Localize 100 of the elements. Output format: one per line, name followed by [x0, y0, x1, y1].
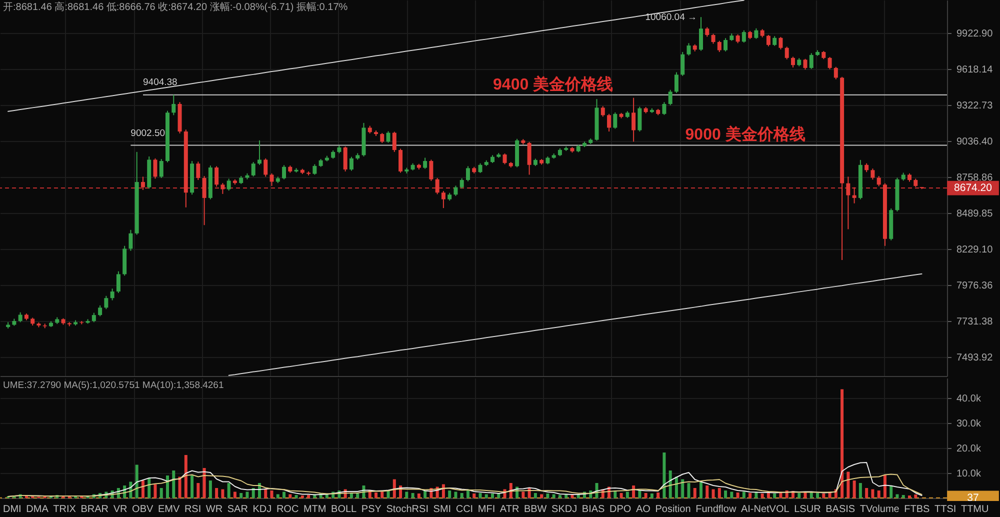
candlestick [686, 42, 691, 56]
candlestick [699, 16, 704, 52]
text: DPO [610, 504, 632, 514]
text: VR [113, 504, 128, 514]
text: ATR [500, 504, 520, 514]
y-tick-label: 7493.92 [956, 352, 994, 364]
bar [196, 483, 200, 498]
y-tick-label: 8489.85 [956, 208, 994, 220]
candlestick [116, 270, 120, 294]
bar [448, 490, 452, 498]
candlestick [662, 102, 666, 116]
bar [478, 493, 482, 498]
text: BIAS [582, 504, 605, 514]
candlestick [104, 295, 108, 310]
text: DMA [26, 504, 48, 514]
candlestick [392, 131, 396, 152]
text: RSI [184, 504, 202, 514]
y-tick-label: 9618.14 [956, 64, 994, 76]
candlestick [668, 89, 672, 106]
candlestick [870, 168, 875, 180]
bar [736, 492, 740, 498]
bar [620, 493, 623, 498]
candlestick [754, 28, 758, 40]
candlestick [172, 94, 176, 116]
bar [858, 483, 862, 498]
text: MFI [478, 504, 496, 514]
ref-line-label: 9404.38 [142, 76, 178, 88]
bar [417, 494, 420, 498]
bar [172, 470, 176, 498]
text: BOLL [331, 504, 357, 514]
bar [141, 480, 144, 498]
text: PSY [361, 504, 382, 514]
candlestick [876, 176, 881, 187]
text: TTSI [934, 504, 956, 514]
bar [184, 455, 188, 498]
bar [902, 495, 905, 498]
candlestick [766, 34, 770, 47]
bar [760, 494, 764, 498]
candlestick [613, 112, 618, 130]
candlestick [380, 132, 384, 144]
text: BASIS [826, 504, 856, 514]
candlestick [202, 176, 206, 226]
candlestick [711, 33, 716, 44]
bar [883, 475, 886, 498]
bar [896, 494, 899, 498]
bar [356, 494, 360, 498]
bar [135, 464, 138, 498]
line-series [8, 474, 922, 497]
bar [558, 495, 562, 498]
bar [546, 494, 550, 498]
y-tick-label: 7976.36 [956, 280, 994, 292]
candlestick [343, 146, 348, 172]
y-tick-label: 9922.90 [956, 28, 994, 40]
bar [491, 494, 494, 498]
bar [638, 490, 642, 498]
bar [693, 488, 696, 498]
bar [522, 492, 525, 498]
candlestick [674, 72, 678, 94]
y-tick-label: 9322.73 [956, 100, 994, 112]
bar [454, 492, 458, 498]
candlestick [98, 304, 102, 317]
candlestick [257, 140, 262, 166]
candlestick [607, 113, 612, 132]
bar [748, 493, 752, 498]
bar [890, 486, 893, 498]
bar [246, 492, 249, 498]
bar [392, 479, 396, 498]
candlestick [724, 38, 728, 52]
text: OBV [132, 504, 154, 514]
bar [871, 489, 874, 498]
bar [681, 479, 684, 498]
bar [221, 489, 224, 498]
candlestick [638, 106, 642, 132]
candlestick [828, 56, 832, 70]
candlestick [834, 66, 838, 80]
bar [166, 476, 170, 498]
bar [718, 488, 721, 498]
bar [798, 493, 801, 498]
bar [380, 492, 384, 498]
text: WR [206, 504, 223, 514]
text: EMV [158, 504, 180, 514]
candlestick [159, 158, 164, 179]
bar [540, 494, 544, 498]
y-tick-label: 20.0k [956, 444, 982, 454]
y-tick-label: 10.0k [956, 468, 982, 480]
bar [700, 482, 703, 498]
bar [877, 490, 880, 498]
candlestick [128, 229, 133, 252]
bar [233, 492, 236, 498]
bar [202, 468, 206, 498]
bar [411, 493, 414, 498]
text: FTBS [904, 504, 930, 514]
bar [208, 480, 212, 498]
text: StochRSI [386, 504, 428, 514]
candlestick [398, 148, 403, 174]
candlestick [527, 141, 532, 176]
bar [154, 484, 157, 498]
annotation: 10060.04 → [645, 12, 698, 24]
candlestick [803, 58, 808, 70]
candlestick [282, 164, 286, 180]
